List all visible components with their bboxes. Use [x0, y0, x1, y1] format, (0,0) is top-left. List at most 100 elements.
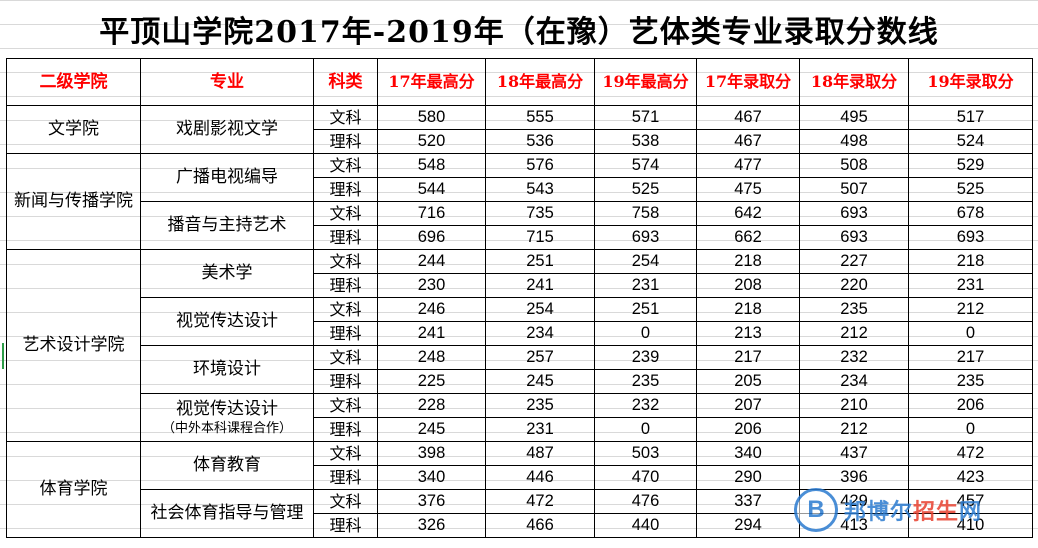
track-cell: 理科 — [313, 321, 378, 346]
watermark-text-b: 招生 — [913, 499, 960, 525]
track-cell: 理科 — [313, 177, 378, 202]
score-cell: 580 — [377, 105, 486, 130]
watermark-text: 邦博尔招生网 — [844, 494, 982, 526]
major-name: 视觉传达设计 — [176, 398, 278, 419]
table-row: 视觉传达设计 （中外本科课程合作） 文科 228 235 232 207 210 206 — [7, 393, 1033, 442]
score-cell: 472 — [485, 489, 595, 514]
sheet-gridline — [0, 24, 1038, 25]
major-name: 社会体育指导与管理 — [150, 503, 304, 523]
table-row: 理科 225 245 235 205 234 235 — [7, 369, 1033, 394]
score-cell: 758 — [594, 201, 697, 226]
score-cell: 716 — [377, 201, 486, 226]
track-cell: 文科 — [313, 489, 378, 514]
major-cell: 广播电视编导 — [140, 153, 314, 202]
column-header: 科类 — [313, 58, 378, 106]
table-row: 艺术设计学院 美术学 文科 244 251 254 218 227 218 — [6, 249, 1033, 442]
score-cell: 206 — [696, 417, 800, 442]
score-cell: 529 — [908, 153, 1033, 178]
score-cell: 248 — [377, 345, 486, 370]
score-cell: 326 — [377, 513, 486, 538]
score-cell: 472 — [908, 441, 1033, 466]
score-cell: 696 — [377, 225, 486, 250]
score-cell: 543 — [485, 177, 595, 202]
score-cell: 517 — [908, 105, 1033, 130]
major-name: 视觉传达设计 — [176, 311, 278, 331]
major-name: 戏剧影视文学 — [176, 119, 278, 139]
score-cell: 235 — [908, 369, 1033, 394]
score-cell: 231 — [485, 417, 595, 442]
table-row: 播音与主持艺术 文科 716 735 758 642 693 678 — [7, 201, 1033, 250]
column-header: 18年最高分 — [485, 58, 595, 106]
score-cell: 218 — [696, 249, 800, 274]
score-cell: 525 — [594, 177, 697, 202]
major-name: 播音与主持艺术 — [167, 215, 287, 235]
score-cell: 507 — [799, 177, 909, 202]
score-cell: 239 — [594, 345, 697, 370]
major-cell: 体育教育 — [140, 441, 314, 490]
score-cell: 693 — [908, 225, 1033, 250]
column-header: 19年录取分 — [908, 58, 1033, 106]
watermark-text-a: 邦博尔 — [844, 499, 914, 525]
table-body: 文学院 戏剧影视文学 文科 580 555 571 467 495 517 理科 520 536 538… — [6, 105, 1033, 538]
score-cell: 227 — [799, 249, 909, 274]
column-header: 17年录取分 — [696, 58, 800, 106]
score-cell: 548 — [377, 153, 486, 178]
score-cell: 231 — [908, 273, 1033, 298]
score-cell: 257 — [485, 345, 595, 370]
score-cell: 207 — [696, 393, 800, 418]
score-cell: 642 — [696, 201, 800, 226]
score-cell: 213 — [696, 321, 800, 346]
score-cell: 470 — [594, 465, 697, 490]
score-cell: 241 — [485, 273, 595, 298]
score-cell: 520 — [377, 129, 486, 154]
score-cell: 498 — [799, 129, 909, 154]
score-cell: 410 — [908, 513, 1033, 538]
score-cell: 234 — [485, 321, 595, 346]
track-cell: 文科 — [313, 441, 378, 466]
score-cell: 678 — [908, 201, 1033, 226]
score-cell: 245 — [485, 369, 595, 394]
score-cell: 475 — [696, 177, 800, 202]
track-cell: 理科 — [313, 465, 378, 490]
score-cell: 538 — [594, 129, 697, 154]
college-cell: 艺术设计学院 — [6, 249, 141, 442]
score-cell: 217 — [696, 345, 800, 370]
watermark: B 邦博尔招生网 — [794, 488, 1024, 532]
score-cell: 576 — [485, 153, 595, 178]
major-name: 体育教育 — [193, 455, 261, 475]
score-cell: 218 — [908, 249, 1033, 274]
score-cell: 246 — [377, 297, 486, 322]
score-cell: 508 — [799, 153, 909, 178]
major-name: 美术学 — [201, 263, 253, 283]
score-cell: 693 — [799, 225, 909, 250]
score-cell: 232 — [799, 345, 909, 370]
track-cell: 文科 — [313, 153, 378, 178]
score-cell: 0 — [594, 417, 697, 442]
row-marker — [2, 343, 4, 369]
score-cell: 244 — [377, 249, 486, 274]
score-cell: 437 — [799, 441, 909, 466]
score-cell: 466 — [485, 513, 595, 538]
major-cell: 环境设计 — [140, 345, 314, 394]
track-cell: 理科 — [313, 273, 378, 298]
score-cell: 457 — [908, 489, 1033, 514]
score-cell: 231 — [594, 273, 697, 298]
score-cell: 536 — [485, 129, 595, 154]
score-cell: 0 — [908, 417, 1033, 442]
major-cell: 戏剧影视文学 — [140, 105, 314, 154]
track-cell: 理科 — [313, 417, 378, 442]
score-cell: 251 — [485, 249, 595, 274]
score-cell: 208 — [696, 273, 800, 298]
score-cell: 662 — [696, 225, 800, 250]
score-cell: 225 — [377, 369, 486, 394]
major-cell: 播音与主持艺术 — [140, 201, 314, 250]
score-cell: 574 — [594, 153, 697, 178]
page-title: 平顶山学院2017年-2019年（在豫）艺体类专业录取分数线 — [99, 14, 939, 50]
score-cell: 440 — [594, 513, 697, 538]
score-cell: 715 — [485, 225, 595, 250]
score-cell: 290 — [696, 465, 800, 490]
college-cell: 体育学院 — [6, 441, 141, 538]
score-cell: 477 — [696, 153, 800, 178]
score-cell: 0 — [594, 321, 697, 346]
score-cell: 212 — [799, 417, 909, 442]
